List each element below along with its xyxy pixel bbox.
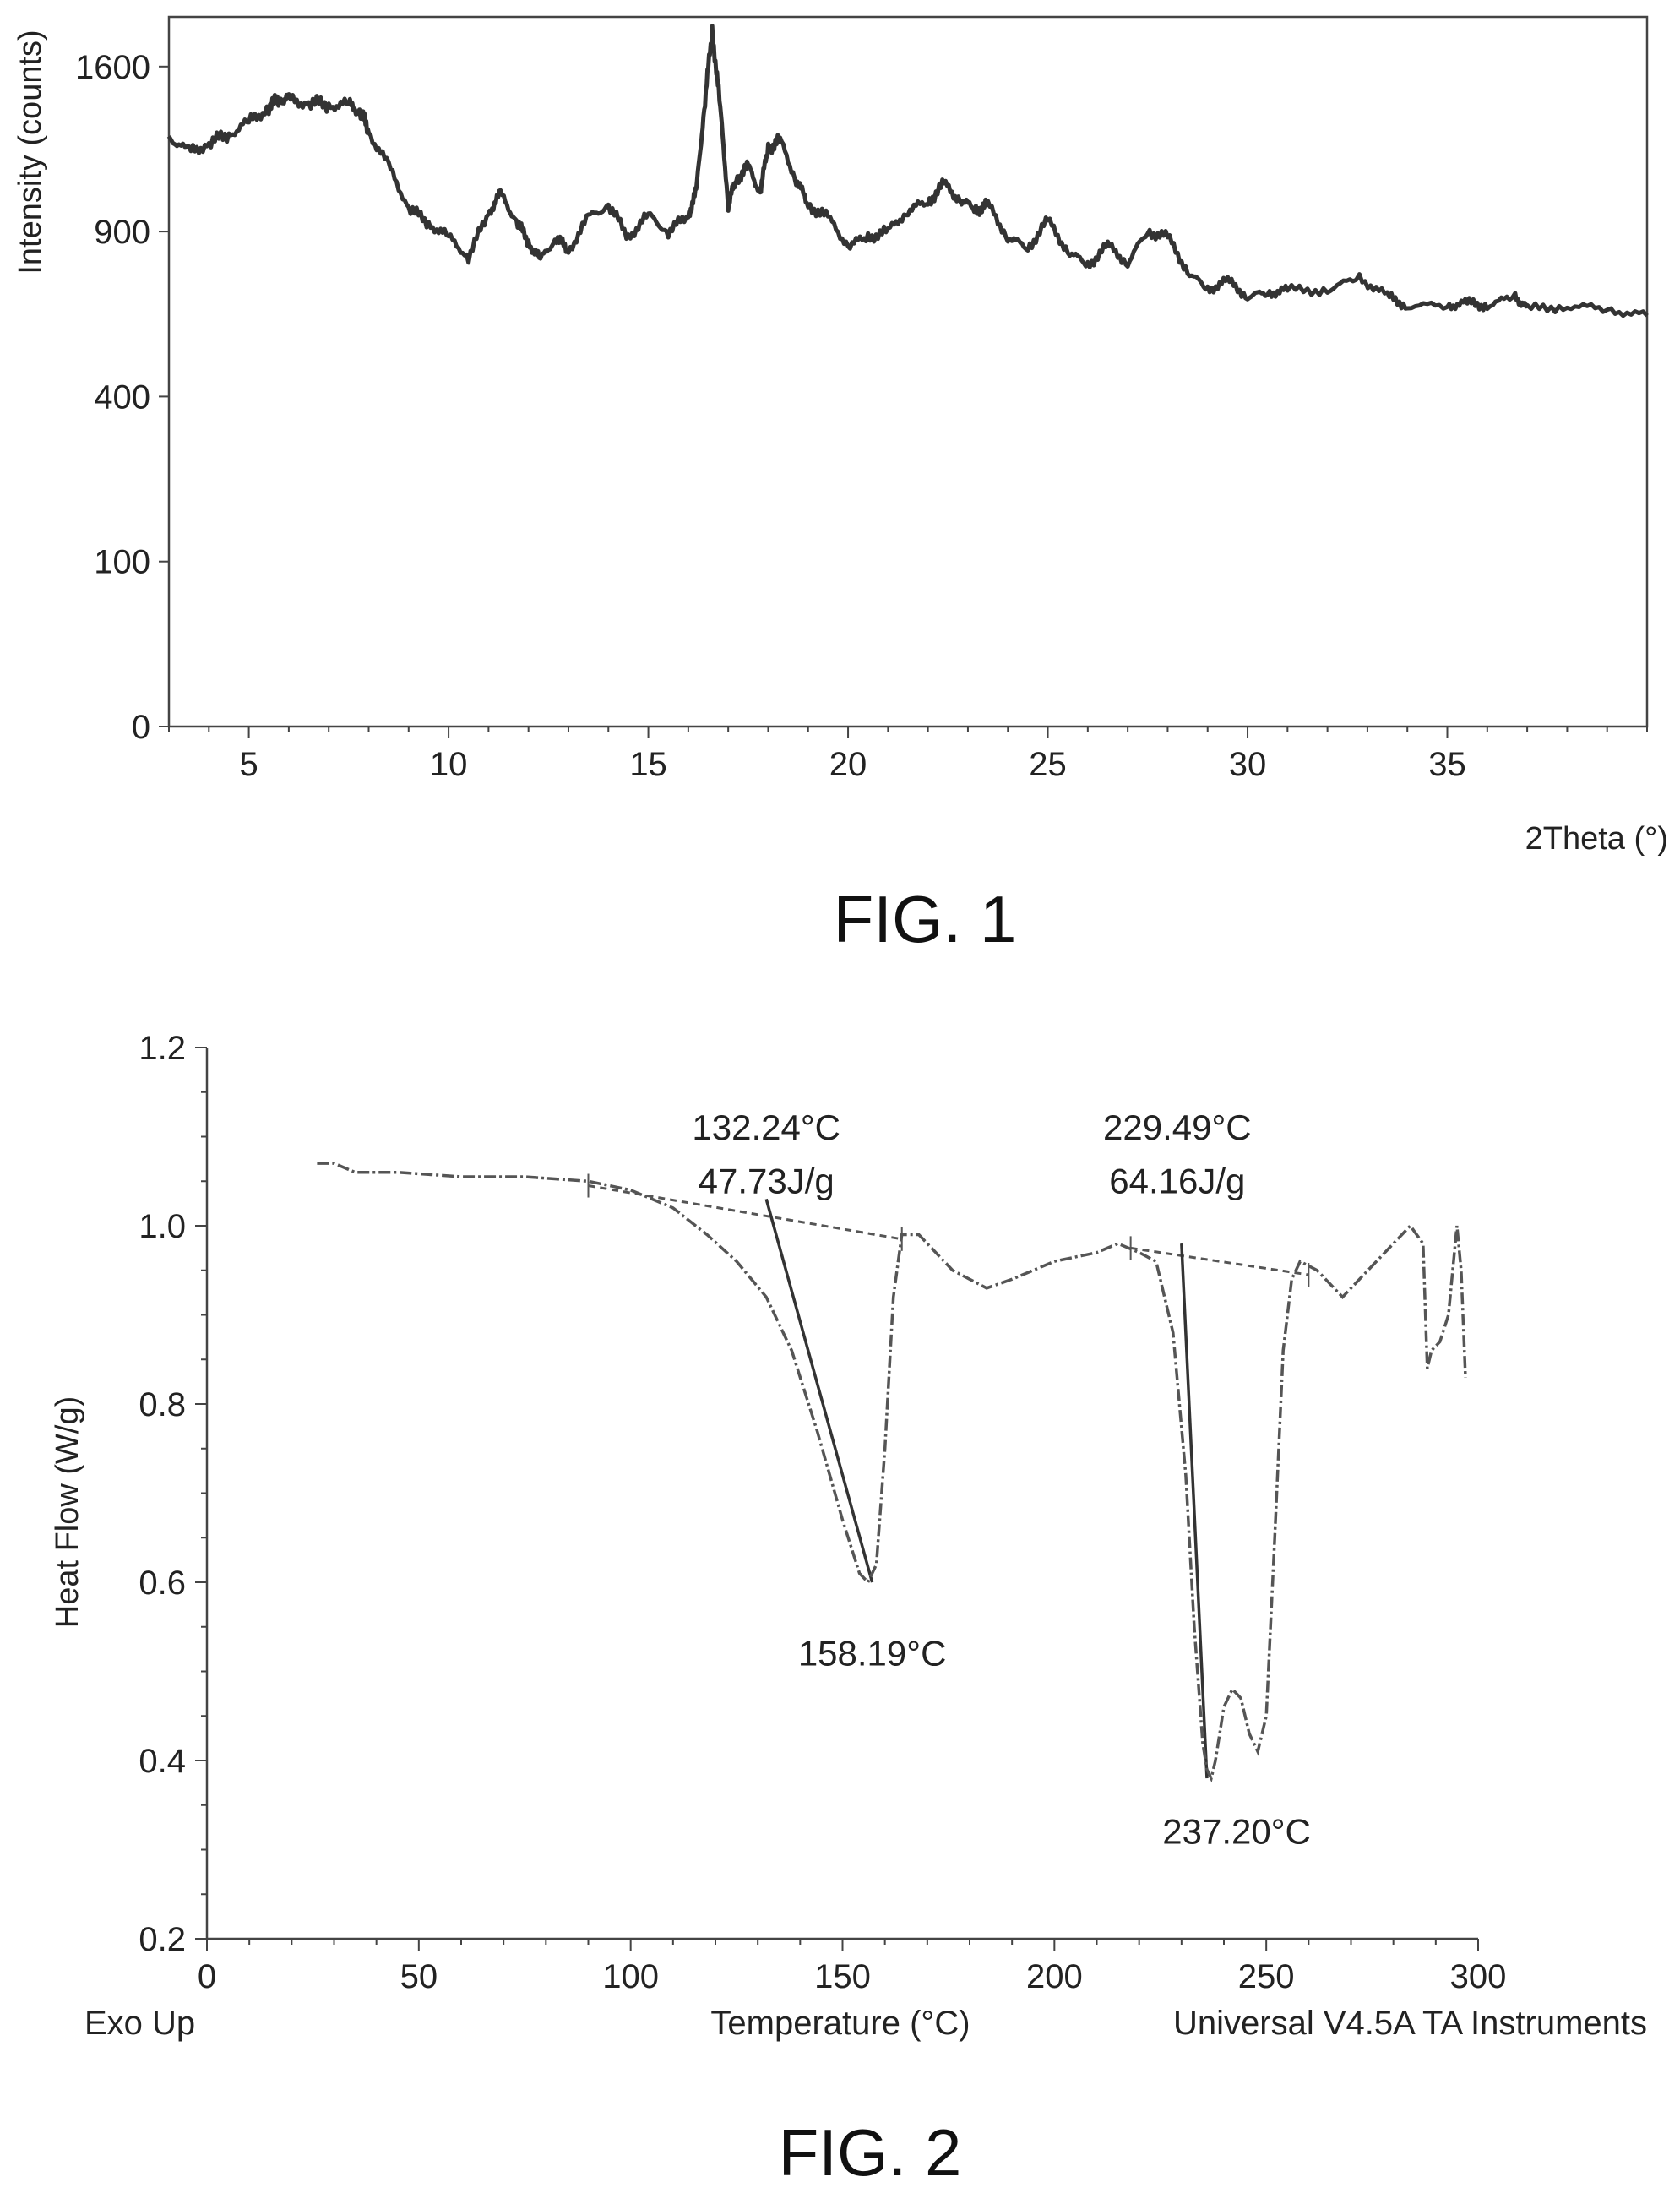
dsc-annotation-label: 237.20°C <box>1162 1811 1311 1851</box>
dsc-y-ticks: 0.2 0.4 0.6 0.8 1.0 1.2 <box>139 1030 207 1958</box>
dsc-annotation-label: 229.49°C <box>1103 1107 1252 1147</box>
dsc-annotation-label: 47.73J/g <box>699 1161 835 1200</box>
dsc-footer-left: Exo Up <box>84 2005 195 2042</box>
dsc-annotation-label: 132.24°C <box>692 1107 840 1147</box>
dsc-x-ticks: 0 50 100 150 200 250 300 <box>198 1939 1507 1995</box>
dsc-chart: 0.2 0.4 0.6 0.8 1.0 1.2 0 50 100 150 200 250 300 13… <box>50 1030 1647 2190</box>
dsc-x-tick-label: 0 <box>198 1958 216 1995</box>
dsc-series-line <box>317 1162 1467 1783</box>
xrd-y-tick-label: 400 <box>94 378 150 416</box>
dsc-y-tick-label: 0.8 <box>139 1386 186 1423</box>
dsc-y-axis-label: Heat Flow (W/g) <box>50 1396 85 1628</box>
xrd-chart: 0 100 400 900 1600 5 10 15 20 25 30 35 Intensity (… <box>13 15 1668 956</box>
xrd-x-tick-label: 10 <box>430 746 468 783</box>
dsc-x-tick-label: 100 <box>602 1958 659 1995</box>
dsc-y-tick-label: 1.2 <box>139 1030 186 1067</box>
xrd-y-tick-label: 100 <box>94 544 150 581</box>
dsc-x-tick-label: 250 <box>1238 1958 1295 1995</box>
dsc-onset-tangent <box>764 1198 874 1583</box>
xrd-y-ticks: 0 100 400 900 1600 <box>75 49 169 746</box>
dsc-y-tick-label: 1.0 <box>139 1208 186 1245</box>
dsc-tangents <box>764 1198 1209 1779</box>
xrd-y-axis-label: Intensity (counts) <box>13 30 48 274</box>
dsc-footer-right: Universal V4.5A TA Instruments <box>1173 2005 1647 2042</box>
xrd-y-tick-label: 1600 <box>75 49 150 86</box>
dsc-x-tick-label: 300 <box>1450 1958 1507 1995</box>
dsc-x-tick-label: 150 <box>814 1958 871 1995</box>
dsc-x-axis-label: Temperature (°C) <box>710 2005 970 2042</box>
dsc-y-tick-label: 0.4 <box>139 1743 186 1780</box>
dsc-x-tick-label: 200 <box>1026 1958 1083 1995</box>
xrd-plot-frame <box>167 15 1649 728</box>
xrd-series-line <box>166 24 1649 318</box>
xrd-x-tick-label: 5 <box>239 746 258 783</box>
xrd-x-tick-label: 20 <box>829 746 867 783</box>
xrd-x-ticks: 5 10 15 20 25 30 35 <box>168 727 1648 783</box>
xrd-x-tick-label: 35 <box>1428 746 1466 783</box>
dsc-y-tick-label: 0.2 <box>139 1921 186 1958</box>
dsc-annotation-label: 158.19°C <box>798 1633 947 1673</box>
dsc-y-tick-label: 0.6 <box>139 1565 186 1602</box>
dsc-onset-tangent <box>1180 1243 1209 1779</box>
xrd-x-tick-label: 30 <box>1229 746 1267 783</box>
xrd-y-tick-label: 900 <box>94 214 150 251</box>
xrd-y-tick-label: 0 <box>132 709 150 746</box>
fig1-caption: FIG. 1 <box>834 882 1017 956</box>
xrd-x-axis-label: 2Theta (°) <box>1525 821 1668 857</box>
dsc-baseline <box>1130 1246 1309 1276</box>
dsc-annotations: 132.24°C 47.73J/g 229.49°C 64.16J/g 158.19°C… <box>692 1107 1310 1851</box>
xrd-x-tick-label: 25 <box>1029 746 1067 783</box>
xrd-x-tick-label: 15 <box>629 746 667 783</box>
dsc-x-tick-label: 50 <box>400 1958 438 1995</box>
dsc-annotation-label: 64.16J/g <box>1109 1161 1245 1200</box>
fig2-caption: FIG. 2 <box>779 2115 962 2190</box>
